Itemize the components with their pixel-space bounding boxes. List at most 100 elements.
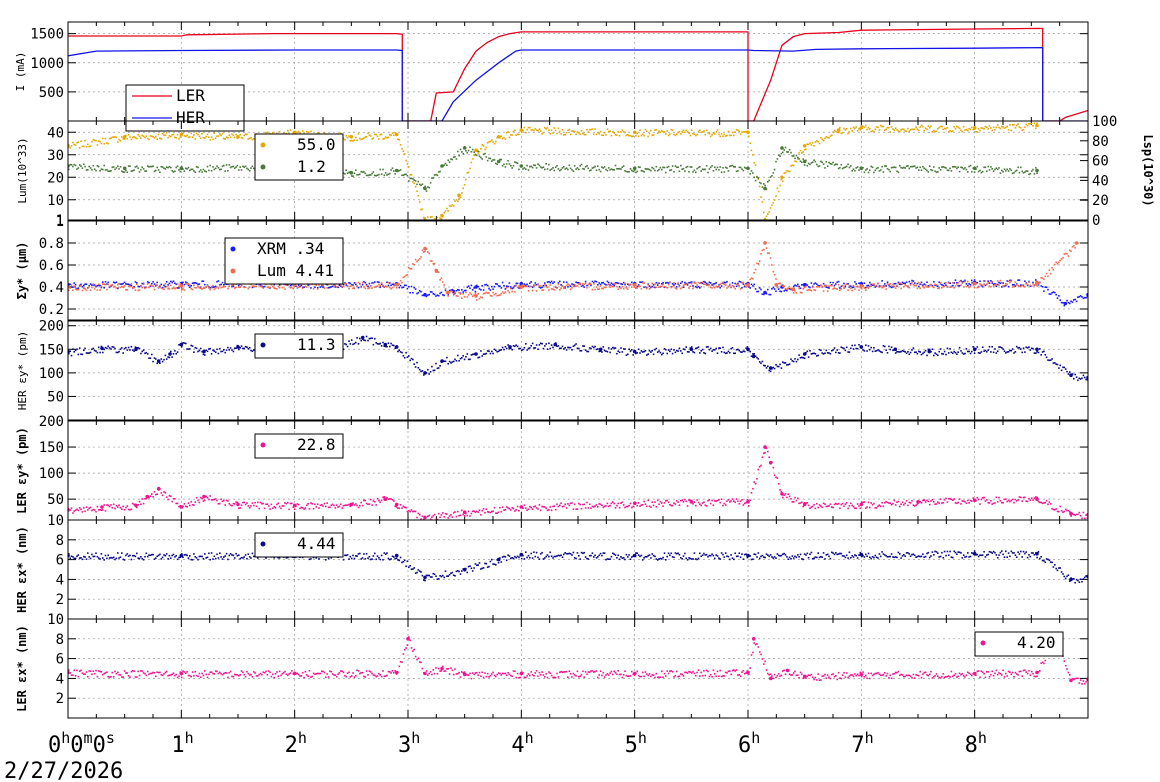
scatter-mark xyxy=(705,165,708,167)
scatter-mark xyxy=(1066,252,1068,255)
scatter-mark xyxy=(1005,170,1007,172)
scatter-mark xyxy=(352,287,354,290)
scatter-mark xyxy=(345,135,347,137)
scatter-mark xyxy=(802,357,804,359)
scatter-mark xyxy=(510,347,512,350)
scatter-mark xyxy=(503,136,505,139)
scatter-mark xyxy=(206,285,209,287)
scatter-mark xyxy=(296,131,299,134)
scatter-mark xyxy=(1036,122,1038,124)
scatter-mark xyxy=(908,286,911,289)
scatter-mark xyxy=(666,281,668,284)
scatter-mark xyxy=(421,515,424,518)
scatter-mark xyxy=(814,160,817,163)
scatter-mark xyxy=(855,167,857,169)
scatter-mark xyxy=(409,292,411,294)
scatter-mark xyxy=(451,204,454,206)
scatter-mark xyxy=(477,511,479,513)
scatter-mark xyxy=(782,151,784,154)
scatter-mark xyxy=(556,503,558,506)
scatter-mark xyxy=(394,505,396,508)
scatter-mark xyxy=(390,284,392,287)
scatter-mark xyxy=(117,141,119,143)
scatter-mark xyxy=(121,170,123,173)
scatter-mark xyxy=(919,287,921,290)
scatter-mark xyxy=(106,288,108,291)
scatter-mark xyxy=(228,349,231,351)
scatter-mark xyxy=(897,130,900,132)
scatter-mark xyxy=(667,134,670,137)
scatter-mark xyxy=(860,124,863,127)
scatter-mark xyxy=(593,283,595,285)
scatter-mark xyxy=(465,291,467,294)
scatter-mark xyxy=(758,287,761,289)
scatter-mark xyxy=(231,285,233,288)
scatter-mark xyxy=(758,185,761,188)
scatter-mark xyxy=(369,337,372,340)
scatter-mark xyxy=(981,170,984,173)
scatter-mark xyxy=(554,508,557,511)
scatter-mark xyxy=(119,140,122,142)
scatter-mark xyxy=(561,345,564,348)
scatter-mark xyxy=(680,282,682,284)
scatter-mark xyxy=(1058,295,1060,297)
scatter-mark xyxy=(359,137,361,140)
scatter-mark xyxy=(892,166,894,169)
scatter-mark xyxy=(489,511,492,514)
scatter-mark xyxy=(466,151,469,154)
scatter-mark xyxy=(213,286,216,288)
scatter-mark xyxy=(675,349,678,352)
scatter-mark xyxy=(669,281,671,284)
scatter-mark xyxy=(874,350,877,352)
scatter-mark xyxy=(163,284,165,287)
y-tick-label: 1500 xyxy=(30,27,64,43)
scatter-mark xyxy=(1069,249,1071,252)
scatter-mark xyxy=(289,129,292,131)
scatter-mark xyxy=(363,137,365,139)
scatter-mark xyxy=(967,171,969,173)
scatter-mark xyxy=(523,126,526,129)
scatter-mark xyxy=(548,289,550,291)
scatter-mark xyxy=(382,496,384,499)
scatter-mark xyxy=(165,166,168,168)
scatter-mark xyxy=(945,167,947,169)
scatter-mark xyxy=(878,129,881,131)
scatter-mark xyxy=(142,502,145,505)
scatter-mark xyxy=(816,140,818,142)
scatter-mark xyxy=(573,130,576,133)
scatter-mark xyxy=(768,369,770,372)
scatter-mark xyxy=(552,346,554,349)
scatter-mark xyxy=(350,139,353,142)
scatter-mark xyxy=(927,285,930,287)
scatter-mark xyxy=(344,504,346,507)
scatter-mark xyxy=(144,498,146,500)
scatter-mark xyxy=(440,277,443,279)
scatter-mark xyxy=(894,352,897,354)
scatter-mark xyxy=(442,165,444,168)
scatter-mark xyxy=(669,133,671,135)
scatter-mark xyxy=(219,133,221,135)
scatter-mark xyxy=(444,512,447,515)
scatter-mark xyxy=(229,136,232,138)
scatter-mark xyxy=(890,166,893,169)
scatter-mark xyxy=(527,169,530,171)
scatter-mark xyxy=(520,131,523,133)
scatter-mark xyxy=(480,289,482,291)
scatter-mark xyxy=(1015,169,1018,172)
scatter-mark xyxy=(667,165,670,168)
scatter-mark xyxy=(423,374,425,376)
scatter-mark xyxy=(507,289,509,292)
scatter-mark xyxy=(881,502,883,504)
scatter-mark xyxy=(748,286,750,288)
scatter-mark xyxy=(693,169,696,172)
scatter-mark xyxy=(1005,126,1007,129)
scatter-mark xyxy=(216,286,218,288)
scatter-mark xyxy=(136,346,138,349)
scatter-mark xyxy=(96,144,99,146)
scatter-mark xyxy=(420,290,422,293)
scatter-mark xyxy=(780,178,783,181)
scatter-mark xyxy=(714,133,716,135)
scatter-mark xyxy=(474,153,477,156)
scatter-mark xyxy=(1006,283,1008,286)
scatter-mark xyxy=(180,346,183,348)
